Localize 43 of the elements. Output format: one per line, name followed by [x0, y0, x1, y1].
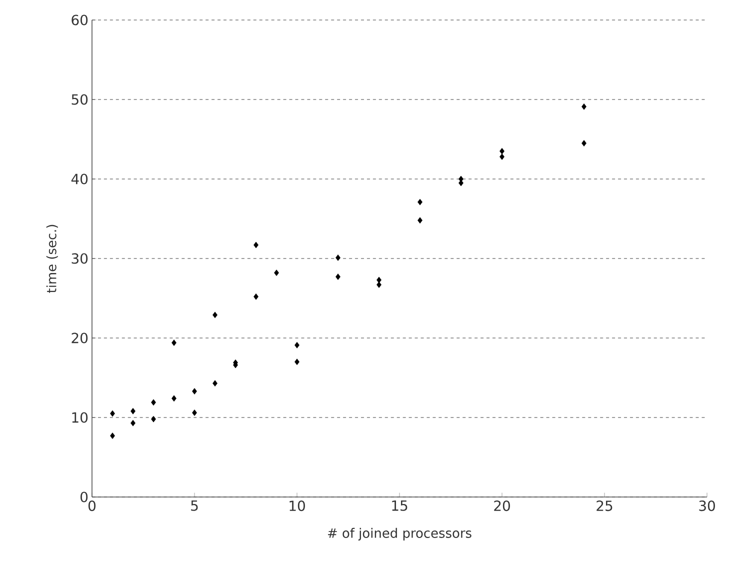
point: [582, 140, 586, 146]
point: [418, 217, 422, 224]
y-tick-label: 10: [72, 412, 88, 423]
point: [582, 103, 586, 110]
point: [192, 410, 197, 416]
y-tick-label: 20: [72, 332, 88, 344]
y-tick-label: 40: [71, 174, 88, 184]
x-axis-title: # of joined processors: [328, 528, 472, 540]
point: [418, 198, 422, 206]
y-tick-label: 30: [72, 253, 88, 264]
y-axis-title: time (sec.): [46, 224, 58, 293]
point: [336, 274, 340, 280]
point: [500, 148, 504, 154]
point: [151, 399, 156, 406]
point: [274, 270, 279, 276]
point: [500, 154, 504, 160]
point: [336, 254, 340, 261]
y-tick-label: 60: [72, 14, 88, 26]
point: [294, 358, 300, 366]
x-tick-label: 0: [88, 500, 96, 512]
x-tick-label: 15: [392, 500, 408, 511]
point: [172, 395, 176, 402]
x-tick-label: 5: [191, 500, 198, 511]
point: [254, 242, 258, 248]
point: [172, 340, 176, 346]
point: [110, 410, 115, 417]
point: [151, 416, 156, 422]
point: [110, 432, 115, 439]
point: [192, 388, 197, 394]
y-tick-label: 0: [80, 492, 88, 502]
point: [294, 342, 300, 348]
point: [130, 408, 136, 414]
x-tick-label: 10: [290, 500, 305, 512]
x-tick-label: 30: [699, 500, 715, 512]
x-tick-label: 25: [596, 500, 612, 512]
point: [130, 420, 136, 426]
point: [212, 380, 218, 387]
y-tick-label: 50: [72, 94, 88, 105]
x-tick-label: 20: [494, 500, 510, 512]
point: [376, 282, 382, 288]
point: [458, 180, 464, 186]
point: [212, 312, 218, 318]
point: [254, 293, 258, 300]
